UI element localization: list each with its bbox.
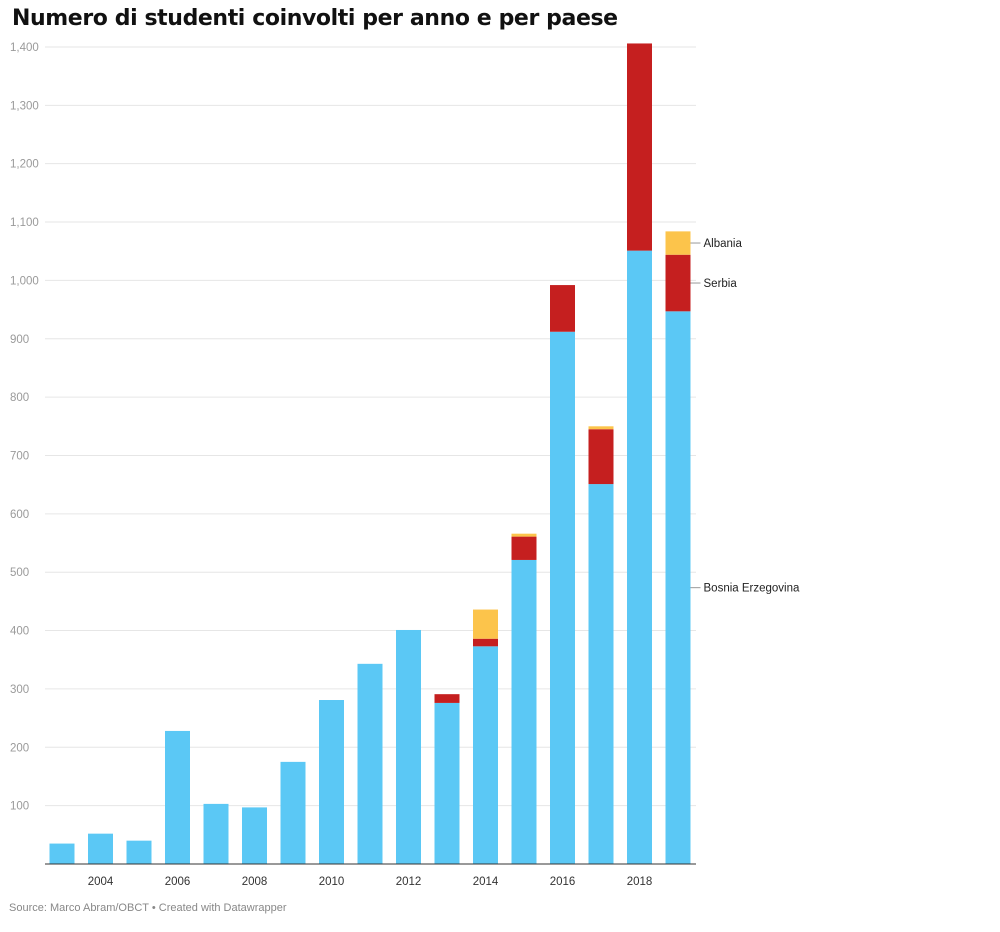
chart-title: Numero di studenti coinvolti per anno e …: [12, 6, 618, 31]
bar-segment: [511, 536, 537, 560]
bar-segment: [588, 484, 614, 864]
bar-segment: [319, 700, 344, 864]
source-note: Source: Marco Abram/OBCT • Created with …: [9, 902, 287, 914]
bar-segment: [434, 702, 460, 864]
y-tick-label: 400: [10, 626, 29, 638]
y-tick-label: 900: [10, 334, 29, 346]
bar-segment: [165, 730, 190, 864]
y-tick-label: 1,400: [10, 42, 39, 54]
y-tick-label: 700: [10, 450, 29, 462]
y-tick-label: 800: [10, 392, 29, 404]
x-axis-ticks: 2004 2006 2008 2010 2012 2014 2016 2018: [88, 876, 653, 888]
series-label: Albania: [704, 238, 743, 250]
bar-segment: [627, 250, 652, 864]
bar-segment: [550, 331, 575, 864]
bar-segment: [550, 285, 575, 332]
bar-segment: [49, 843, 75, 864]
bar-segment: [511, 559, 537, 864]
bar-segment: [280, 761, 306, 864]
series-label: Bosnia Erzegovina: [704, 583, 800, 595]
bar-segment: [665, 311, 691, 864]
x-tick-label: 2006: [165, 876, 191, 888]
bar-segment: [203, 803, 229, 864]
bar-segment: [665, 254, 691, 312]
x-tick-label: 2008: [242, 876, 268, 888]
y-tick-label: 600: [10, 509, 29, 521]
x-tick-label: 2014: [473, 876, 499, 888]
bar-segment: [88, 833, 113, 864]
bar-segment: [396, 629, 421, 864]
bar-segment: [588, 429, 614, 485]
x-tick-label: 2018: [627, 876, 653, 888]
bar-segment: [434, 694, 460, 703]
series-labels: Bosnia Erzegovina Serbia Albania: [690, 238, 800, 595]
y-tick-label: 500: [10, 567, 29, 579]
bar-segment: [473, 609, 498, 639]
x-tick-label: 2004: [88, 876, 114, 888]
x-tick-label: 2010: [319, 876, 345, 888]
bar-segment: [665, 231, 691, 255]
x-tick-label: 2012: [396, 876, 422, 888]
bar-segment: [627, 43, 652, 251]
bar-segment: [473, 646, 498, 864]
y-tick-label: 300: [10, 684, 29, 696]
y-tick-label: 1,300: [10, 100, 39, 112]
y-axis-ticks: 100 200 300 400 500 600 700 800 900 1,000 1,100 1,2…: [10, 42, 39, 813]
x-tick-label: 2016: [550, 876, 576, 888]
bar-segment: [588, 426, 614, 430]
bar-segment: [473, 638, 498, 647]
y-tick-label: 200: [10, 742, 29, 754]
y-tick-label: 100: [10, 801, 29, 813]
bar-segment: [126, 840, 152, 864]
bar-segment: [242, 807, 267, 864]
y-tick-label: 1,000: [10, 275, 39, 287]
series-label: Serbia: [704, 278, 738, 290]
bar-segment: [511, 533, 537, 537]
y-tick-label: 1,200: [10, 159, 39, 171]
bars: [49, 43, 691, 864]
bar-segment: [357, 663, 383, 864]
y-tick-label: 1,100: [10, 217, 39, 229]
